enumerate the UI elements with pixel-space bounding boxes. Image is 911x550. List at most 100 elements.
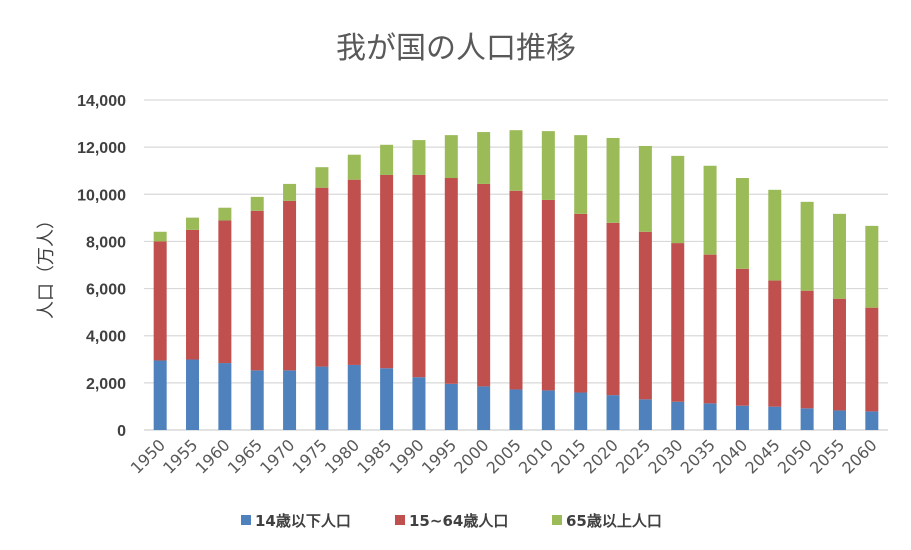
- bar-segment-0-2040: [735, 405, 749, 430]
- bar-segment-0-1960: [218, 363, 232, 430]
- bar-segment-0-1970: [283, 370, 297, 430]
- x-axis-ticks: 1950195519601965197019751980198519901995…: [127, 435, 881, 477]
- x-tick-label: 1995: [418, 435, 460, 477]
- bar-segment-0-1990: [412, 377, 426, 430]
- bar-segment-1-1955: [186, 229, 200, 360]
- x-tick-label: 2035: [677, 435, 719, 477]
- bar-segment-1-2060: [865, 307, 879, 412]
- x-tick-label: 2055: [806, 435, 848, 477]
- bar-segment-0-2055: [832, 410, 846, 430]
- bar-segment-1-2045: [768, 280, 782, 407]
- bar-segment-2-2050: [800, 201, 814, 291]
- x-tick-label: 2030: [644, 435, 686, 477]
- bar-segment-2-2035: [703, 165, 717, 255]
- x-tick-label: 1965: [224, 435, 266, 477]
- bar-segment-0-1950: [153, 360, 167, 430]
- x-tick-label: 2005: [483, 435, 525, 477]
- x-tick-label: 2020: [580, 435, 622, 477]
- chart-title: 我が国の人口推移: [336, 31, 576, 66]
- y-tick-label: 4,000: [86, 329, 126, 346]
- bar-segment-0-2000: [477, 386, 491, 430]
- x-tick-label: 2040: [709, 435, 751, 477]
- x-tick-label: 2025: [612, 435, 654, 477]
- bars: [153, 130, 879, 430]
- x-tick-label: 2045: [741, 435, 783, 477]
- bar-segment-2-1970: [283, 183, 297, 201]
- x-tick-label: 1970: [256, 435, 298, 477]
- bar-segment-0-2050: [800, 408, 814, 430]
- bar-segment-1-2035: [703, 254, 717, 404]
- bar-segment-1-2010: [541, 199, 555, 391]
- x-tick-label: 1985: [353, 435, 395, 477]
- bar-segment-2-1980: [347, 154, 361, 180]
- bar-segment-2-2025: [638, 145, 652, 232]
- legend-label: 65歳以上人口: [566, 512, 662, 530]
- y-tick-label: 6,000: [86, 282, 126, 299]
- bar-segment-2-2000: [477, 132, 491, 184]
- bar-segment-1-2050: [800, 290, 814, 409]
- bar-segment-1-1960: [218, 220, 232, 364]
- bar-segment-1-2025: [638, 231, 652, 400]
- x-tick-label: 1955: [159, 435, 201, 477]
- bar-segment-1-1950: [153, 241, 167, 361]
- x-tick-label: 1990: [386, 435, 428, 477]
- bar-segment-1-2020: [606, 222, 620, 396]
- x-tick-label: 2015: [547, 435, 589, 477]
- bar-segment-1-2040: [735, 268, 749, 406]
- bar-segment-0-2015: [574, 392, 588, 430]
- bar-segment-0-1965: [250, 370, 264, 430]
- bar-segment-0-2060: [865, 411, 879, 430]
- bar-segment-0-2030: [671, 401, 685, 430]
- bar-segment-1-2055: [832, 298, 846, 411]
- y-axis-ticks: 0 2,000 4,000 6,000 8,000 10,000 12,000 14,000: [77, 93, 126, 440]
- y-tick-label: 12,000: [77, 140, 126, 157]
- x-tick-label: 2050: [774, 435, 816, 477]
- bar-segment-2-2015: [574, 135, 588, 214]
- bar-segment-1-2005: [509, 190, 523, 390]
- bar-segment-2-2060: [865, 225, 879, 308]
- bar-segment-1-2000: [477, 183, 491, 387]
- bar-segment-0-1955: [186, 359, 200, 430]
- bar-segment-0-2010: [541, 390, 555, 430]
- bar-segment-2-1955: [186, 217, 200, 230]
- bar-segment-2-2055: [832, 213, 846, 299]
- x-tick-label: 1950: [127, 435, 169, 477]
- x-tick-label: 2010: [515, 435, 557, 477]
- bar-segment-0-1975: [315, 366, 329, 430]
- bar-segment-0-2025: [638, 399, 652, 430]
- bar-segment-1-1970: [283, 200, 297, 371]
- x-tick-label: 1960: [191, 435, 233, 477]
- x-tick-label: 1980: [321, 435, 363, 477]
- legend-swatch: [241, 515, 251, 525]
- legend-swatch: [395, 515, 405, 525]
- bar-segment-1-1980: [347, 179, 361, 365]
- y-axis-label: 人口（万人）: [36, 211, 57, 319]
- y-tick-label: 10,000: [77, 187, 126, 204]
- y-tick-label: 8,000: [86, 234, 126, 251]
- bar-segment-2-1975: [315, 167, 329, 188]
- bar-segment-2-1960: [218, 207, 232, 221]
- x-tick-label: 1975: [289, 435, 331, 477]
- x-tick-label: 2000: [450, 435, 492, 477]
- legend-label: 15~64歳人口: [409, 512, 508, 530]
- bar-segment-1-1985: [380, 174, 394, 369]
- bar-segment-1-2030: [671, 243, 685, 402]
- bar-segment-1-1965: [250, 210, 264, 371]
- legend: 14歳以下人口 15~64歳人口 65歳以上人口: [241, 512, 662, 530]
- bar-segment-1-1995: [444, 178, 458, 384]
- bar-segment-0-1985: [380, 368, 394, 430]
- x-tick-label: 2060: [838, 435, 880, 477]
- bar-segment-2-1985: [380, 144, 394, 175]
- bar-segment-2-2005: [509, 130, 523, 191]
- bar-segment-2-2040: [735, 178, 749, 269]
- bar-segment-2-1950: [153, 231, 167, 242]
- bar-segment-0-1995: [444, 383, 458, 430]
- y-tick-label: 0: [117, 423, 126, 440]
- legend-swatch: [552, 515, 562, 525]
- bar-segment-1-2015: [574, 213, 588, 393]
- bar-segment-2-1990: [412, 140, 426, 175]
- legend-label: 14歳以下人口: [255, 512, 351, 530]
- bar-segment-0-1980: [347, 364, 361, 430]
- bar-segment-0-2005: [509, 389, 523, 430]
